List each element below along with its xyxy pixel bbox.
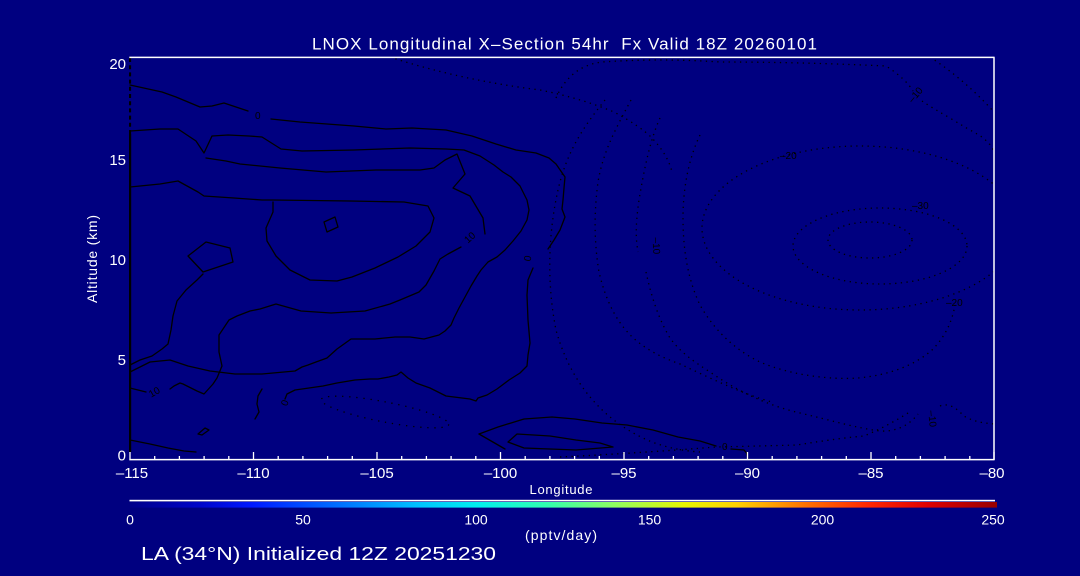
svg-text:Altitude (km): Altitude (km) — [84, 215, 100, 303]
svg-text:–80: –80 — [979, 465, 1004, 482]
svg-text:20: 20 — [109, 56, 126, 73]
svg-text:5: 5 — [118, 352, 126, 369]
svg-text:Longitude: Longitude — [530, 482, 593, 497]
svg-text:10: 10 — [147, 385, 163, 400]
svg-text:–20: –20 — [780, 151, 797, 162]
svg-text:15: 15 — [109, 152, 126, 169]
svg-text:–10: –10 — [925, 410, 937, 428]
svg-text:–20: –20 — [946, 298, 963, 309]
svg-text:10: 10 — [109, 252, 126, 269]
svg-text:–85: –85 — [858, 465, 883, 482]
svg-text:–10: –10 — [650, 237, 662, 254]
svg-text:0: 0 — [255, 111, 261, 122]
svg-text:150: 150 — [638, 512, 662, 528]
svg-text:–105: –105 — [360, 465, 393, 482]
svg-text:100: 100 — [464, 512, 488, 528]
svg-text:LNOX Longitudinal X–Section 54: LNOX Longitudinal X–Section 54hr Fx Vali… — [312, 35, 817, 54]
svg-text:200: 200 — [811, 512, 835, 528]
svg-text:0: 0 — [722, 442, 728, 453]
svg-text:0: 0 — [523, 254, 535, 262]
svg-text:–100: –100 — [484, 465, 517, 482]
svg-text:–110: –110 — [237, 465, 269, 482]
svg-text:0: 0 — [118, 448, 126, 465]
svg-text:0: 0 — [126, 512, 134, 528]
svg-text:50: 50 — [295, 512, 311, 528]
svg-text:0: 0 — [280, 398, 292, 407]
svg-text:–90: –90 — [735, 465, 760, 482]
svg-text:–30: –30 — [912, 201, 929, 212]
svg-text:(pptv/day): (pptv/day) — [525, 527, 597, 543]
svg-text:–115: –115 — [116, 465, 148, 482]
svg-text:250: 250 — [981, 512, 1005, 528]
svg-text:–95: –95 — [611, 465, 636, 482]
svg-text:LA (34°N) Initialized 12Z 2025: LA (34°N) Initialized 12Z 20251230 — [141, 544, 496, 564]
